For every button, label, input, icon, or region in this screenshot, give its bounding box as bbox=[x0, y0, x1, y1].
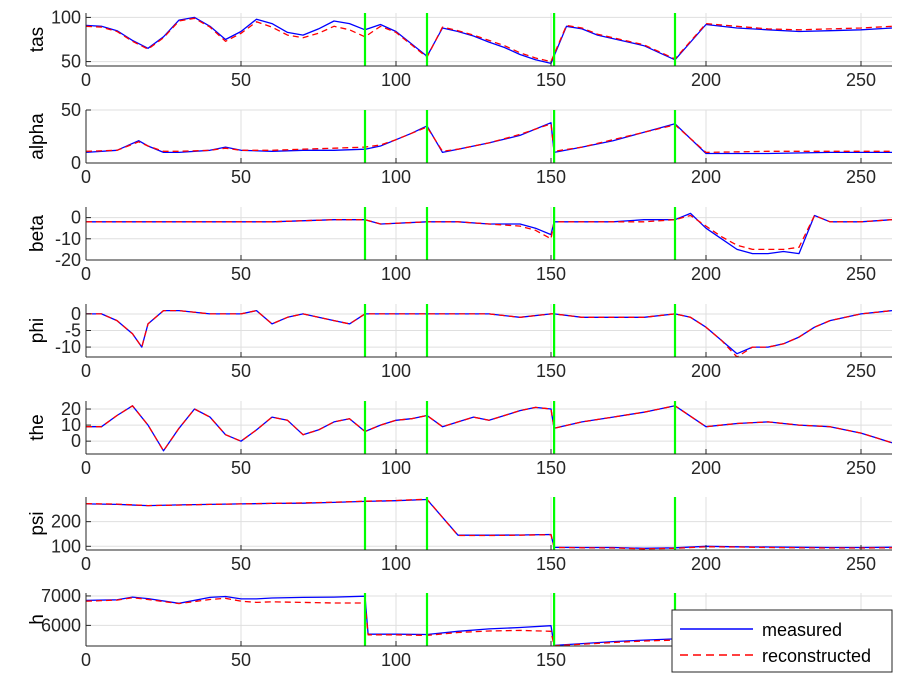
x-tick-label: 50 bbox=[231, 554, 251, 574]
y-tick-label: 0 bbox=[71, 304, 81, 324]
x-tick-label: 200 bbox=[691, 458, 721, 478]
x-tick-label: 200 bbox=[691, 554, 721, 574]
x-tick-label: 100 bbox=[381, 264, 411, 284]
x-tick-label: 50 bbox=[231, 650, 251, 670]
legend-measured-label: measured bbox=[762, 620, 842, 640]
series-measured-alpha bbox=[86, 122, 892, 155]
series-reconstructed-tas bbox=[86, 17, 892, 63]
subplot-beta: 0 50 100 150 200 250 -20-100 beta bbox=[27, 207, 892, 284]
x-tick-label: 150 bbox=[536, 650, 566, 670]
y-tick-label: 50 bbox=[61, 52, 81, 72]
y-tick-label: -10 bbox=[55, 337, 81, 357]
y-tick-label: 10 bbox=[61, 415, 81, 435]
x-tick-label: 250 bbox=[846, 554, 876, 574]
y-axis-label: h bbox=[27, 614, 48, 625]
legend-reconstructed-label: reconstructed bbox=[762, 646, 871, 666]
x-tick-label: 50 bbox=[231, 458, 251, 478]
y-tick-label: -5 bbox=[65, 321, 81, 341]
x-tick-label: 0 bbox=[81, 361, 91, 381]
x-tick-label: 0 bbox=[81, 167, 91, 187]
y-tick-label: -10 bbox=[55, 229, 81, 249]
x-tick-label: 150 bbox=[536, 554, 566, 574]
x-tick-label: 200 bbox=[691, 70, 721, 90]
x-tick-label: 100 bbox=[381, 167, 411, 187]
x-tick-label: 150 bbox=[536, 167, 566, 187]
series-measured-psi bbox=[86, 498, 892, 549]
x-tick-label: 150 bbox=[536, 458, 566, 478]
x-tick-label: 150 bbox=[536, 361, 566, 381]
y-tick-label: 100 bbox=[51, 7, 81, 27]
y-axis-label: beta bbox=[27, 215, 48, 252]
y-axis-label: psi bbox=[27, 511, 48, 535]
y-tick-label: 0 bbox=[71, 208, 81, 228]
x-tick-label: 250 bbox=[846, 361, 876, 381]
legend-box bbox=[671, 609, 893, 673]
series-measured-tas bbox=[86, 16, 892, 65]
x-tick-label: 250 bbox=[846, 264, 876, 284]
x-tick-label: 0 bbox=[81, 458, 91, 478]
x-tick-label: 150 bbox=[536, 264, 566, 284]
y-tick-label: 0 bbox=[71, 431, 81, 451]
x-tick-label: 0 bbox=[81, 70, 91, 90]
y-tick-label: 7000 bbox=[41, 586, 81, 606]
y-axis-label: phi bbox=[27, 318, 48, 343]
x-tick-label: 250 bbox=[846, 167, 876, 187]
series-measured-the bbox=[86, 405, 892, 452]
series-reconstructed-alpha bbox=[86, 123, 892, 154]
x-tick-label: 50 bbox=[231, 264, 251, 284]
y-axis-label: tas bbox=[27, 27, 48, 52]
y-tick-label: 50 bbox=[61, 100, 81, 120]
x-tick-label: 200 bbox=[691, 167, 721, 187]
x-tick-label: 250 bbox=[846, 458, 876, 478]
x-tick-label: 0 bbox=[81, 264, 91, 284]
series-reconstructed-the bbox=[86, 405, 892, 452]
x-tick-label: 100 bbox=[381, 458, 411, 478]
x-tick-label: 0 bbox=[81, 650, 91, 670]
y-tick-label: 0 bbox=[71, 153, 81, 173]
y-tick-label: 200 bbox=[51, 512, 81, 532]
x-tick-label: 0 bbox=[81, 554, 91, 574]
legend: measured reconstructed bbox=[671, 609, 893, 673]
x-tick-label: 100 bbox=[381, 70, 411, 90]
x-tick-label: 200 bbox=[691, 264, 721, 284]
y-axis-label: alpha bbox=[27, 113, 48, 160]
x-tick-label: 100 bbox=[381, 361, 411, 381]
x-tick-label: 100 bbox=[381, 554, 411, 574]
x-tick-label: 100 bbox=[381, 650, 411, 670]
series-reconstructed-beta bbox=[86, 214, 892, 251]
subplot-alpha: 0 50 100 150 200 250 0 50 alpha bbox=[27, 100, 892, 187]
y-tick-label: 100 bbox=[51, 536, 81, 556]
y-tick-label: -20 bbox=[55, 250, 81, 270]
x-tick-label: 250 bbox=[846, 70, 876, 90]
series-measured-beta bbox=[86, 212, 892, 255]
x-tick-label: 150 bbox=[536, 70, 566, 90]
subplot-phi: 0 50 100 150 200 250 -10-50 phi bbox=[27, 304, 892, 381]
series-reconstructed-phi bbox=[86, 309, 892, 357]
y-tick-label: 6000 bbox=[41, 615, 81, 635]
series-reconstructed-psi bbox=[86, 498, 892, 550]
y-axis-label: the bbox=[27, 414, 48, 440]
y-tick-label: 20 bbox=[61, 399, 81, 419]
x-tick-label: 50 bbox=[231, 70, 251, 90]
x-tick-label: 50 bbox=[231, 361, 251, 381]
x-tick-label: 200 bbox=[691, 361, 721, 381]
x-tick-label: 50 bbox=[231, 167, 251, 187]
